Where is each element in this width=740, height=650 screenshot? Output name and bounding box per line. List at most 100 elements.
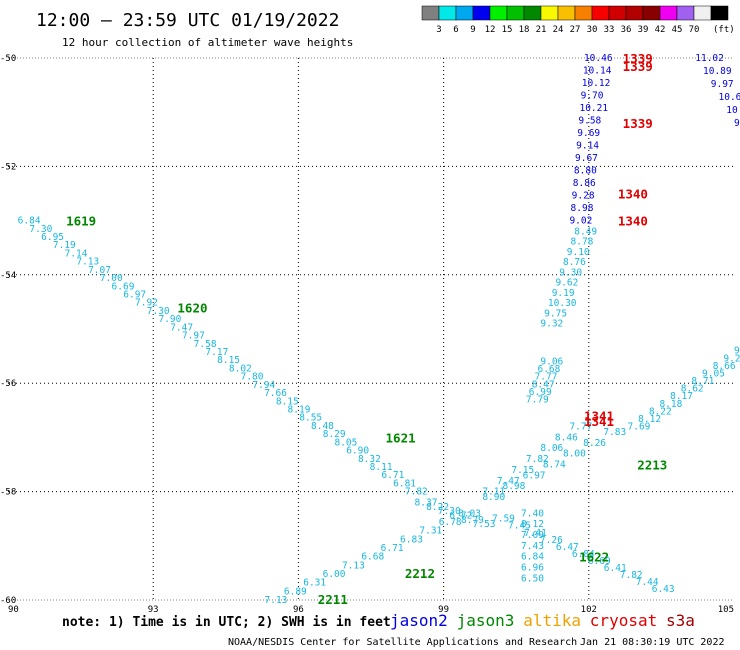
color-scale-swatch bbox=[506, 5, 525, 21]
color-scale-label: 45 bbox=[672, 25, 683, 35]
wave-height-value: 6.71 bbox=[381, 543, 404, 554]
wave-height-value: 8.11 bbox=[370, 462, 393, 473]
pass-labels: 1619162016212212221116222213133913391339… bbox=[66, 51, 667, 607]
color-scale-unit: (ft) bbox=[713, 25, 735, 35]
wave-height-value: 9.06 bbox=[540, 357, 563, 368]
wave-height-value: 8.03 bbox=[458, 508, 481, 519]
wave-height-value: 6.72 bbox=[449, 510, 472, 521]
wave-height-value: 8.49 bbox=[574, 226, 597, 237]
wave-height-value: 6.81 bbox=[393, 478, 416, 489]
wave-height-value: 9.14 bbox=[576, 141, 599, 152]
pass-number-label: 1619 bbox=[66, 214, 96, 229]
y-tick-label: -54 bbox=[0, 271, 16, 281]
wave-height-value: 9.58 bbox=[578, 116, 601, 127]
wave-height-value: 9.29 bbox=[723, 353, 740, 364]
wave-height-value: 8.32 bbox=[358, 454, 381, 465]
wave-height-value: 8.26 bbox=[583, 438, 606, 449]
color-scale-swatch bbox=[710, 5, 729, 21]
wave-height-value: 7.82 bbox=[526, 454, 549, 465]
color-scale-label: 3 bbox=[436, 25, 441, 35]
color-scale-swatch bbox=[523, 5, 542, 21]
pass-number-label: 1339 bbox=[623, 59, 653, 74]
wave-height-value: 9.62 bbox=[555, 278, 578, 289]
wave-height-value: 10.46 bbox=[584, 53, 613, 64]
legend-s3a: s3a bbox=[666, 611, 695, 630]
wave-height-value: 7.47 bbox=[497, 476, 520, 487]
x-tick-label: 90 bbox=[8, 605, 19, 615]
pass-number-label: 1339 bbox=[623, 51, 653, 66]
wave-height-value: 7.47 bbox=[170, 322, 193, 333]
wave-height-value: 8.90 bbox=[482, 492, 505, 503]
pass-number-label: 1339 bbox=[623, 116, 653, 131]
wave-height-value: 7.97 bbox=[182, 331, 205, 342]
wave-height-value: 7.13 bbox=[76, 257, 99, 268]
wave-height-value: 9.9 bbox=[734, 118, 740, 129]
color-scale-swatch bbox=[557, 5, 576, 21]
map-subtitle: 12 hour collection of altimeter wave hei… bbox=[62, 36, 353, 49]
wave-height-value: 8.98 bbox=[571, 203, 594, 214]
pass-number-label: 1340 bbox=[618, 187, 648, 202]
color-scale-swatch bbox=[540, 5, 559, 21]
footer-timestamp: Jan 21 08:30:19 UTC 2022 bbox=[580, 637, 725, 648]
wave-height-value: 6.68 bbox=[361, 552, 384, 563]
wave-height-value: 8.22 bbox=[426, 502, 449, 513]
wave-height-value: 7.14 bbox=[65, 248, 88, 259]
wave-height-value: 6.95 bbox=[41, 232, 64, 243]
wave-height-value: 7.82 bbox=[405, 487, 428, 498]
wave-height-value: 7.09 bbox=[521, 530, 544, 541]
x-tick-label: 102 bbox=[581, 605, 597, 615]
wave-height-value: 7.41 bbox=[524, 528, 547, 539]
pass-number-label: 1622 bbox=[579, 550, 609, 565]
wave-height-value: 6.84 bbox=[521, 552, 544, 563]
wave-height-value: 8.80 bbox=[574, 166, 597, 177]
wave-height-value: 6.99 bbox=[529, 387, 552, 398]
satellite-legend: jason2 jason3 altika cryosat s3a bbox=[390, 611, 695, 630]
wave-height-value: 7.15 bbox=[511, 465, 534, 476]
wave-height-value: 7.31 bbox=[419, 526, 442, 537]
x-tick-label: 105 bbox=[718, 605, 734, 615]
wave-height-value: 9.28 bbox=[572, 191, 595, 202]
wave-height-value: 8.47 bbox=[532, 379, 555, 390]
color-scale-swatch bbox=[489, 5, 508, 21]
wave-height-value: 7.77 bbox=[535, 372, 558, 383]
wave-height-value: 9.30 bbox=[559, 267, 582, 278]
wave-height-value: 7.53 bbox=[473, 519, 496, 530]
wave-height-value: 7.30 bbox=[438, 506, 461, 517]
wave-height-value: 7.30 bbox=[29, 224, 52, 235]
wave-height-value: 9.70 bbox=[581, 91, 604, 102]
pass-number-label: 1620 bbox=[177, 300, 207, 315]
color-scale-swatch bbox=[574, 5, 593, 21]
wave-height-value: 7.07 bbox=[88, 265, 111, 276]
wave-height-value: 6.78 bbox=[439, 517, 462, 528]
wave-height-value: 6.84 bbox=[18, 216, 41, 227]
wave-height-value: 8.17 bbox=[670, 391, 693, 402]
wave-height-value: 8.86 bbox=[573, 178, 596, 189]
wave-height-value: 7.43 bbox=[521, 541, 544, 552]
wave-height-value: 8.48 bbox=[311, 421, 334, 432]
wave-height-value: 7.79 bbox=[526, 394, 549, 405]
wave-height-value: 10.14 bbox=[583, 66, 612, 77]
color-scale-label: 42 bbox=[655, 25, 666, 35]
wave-height-value: 7.17 bbox=[205, 347, 228, 358]
color-scale-label: 9 bbox=[470, 25, 475, 35]
wave-height-value: 6.43 bbox=[652, 584, 675, 595]
x-tick-label: 96 bbox=[293, 605, 304, 615]
wave-height-value: 6.69 bbox=[112, 281, 135, 292]
wave-height-value: 8.79 bbox=[461, 515, 484, 526]
map-axes: 90 93 96 99 102 105 -50 -52 -54 -56 -58 -60 bbox=[0, 54, 734, 615]
wave-height-value: 7.59 bbox=[492, 514, 515, 525]
color-scale-swatch bbox=[625, 5, 644, 21]
legend-jason3: jason3 bbox=[457, 611, 515, 630]
wave-height-value: 7.69 bbox=[628, 422, 651, 433]
color-scale-label: 18 bbox=[519, 25, 530, 35]
color-scale-label: 30 bbox=[587, 25, 598, 35]
pass-number-label: 1341 bbox=[584, 414, 614, 429]
y-tick-label: -52 bbox=[0, 162, 16, 172]
wave-height-value: 9.32 bbox=[540, 319, 563, 330]
color-scale-label: 36 bbox=[621, 25, 632, 35]
wave-height-value: 7.19 bbox=[53, 240, 76, 251]
color-scale-swatch bbox=[421, 5, 440, 21]
legend-jason2: jason2 bbox=[390, 611, 448, 630]
wave-height-value: 9.67 bbox=[575, 153, 598, 164]
wave-height-value: 7.26 bbox=[540, 535, 563, 546]
